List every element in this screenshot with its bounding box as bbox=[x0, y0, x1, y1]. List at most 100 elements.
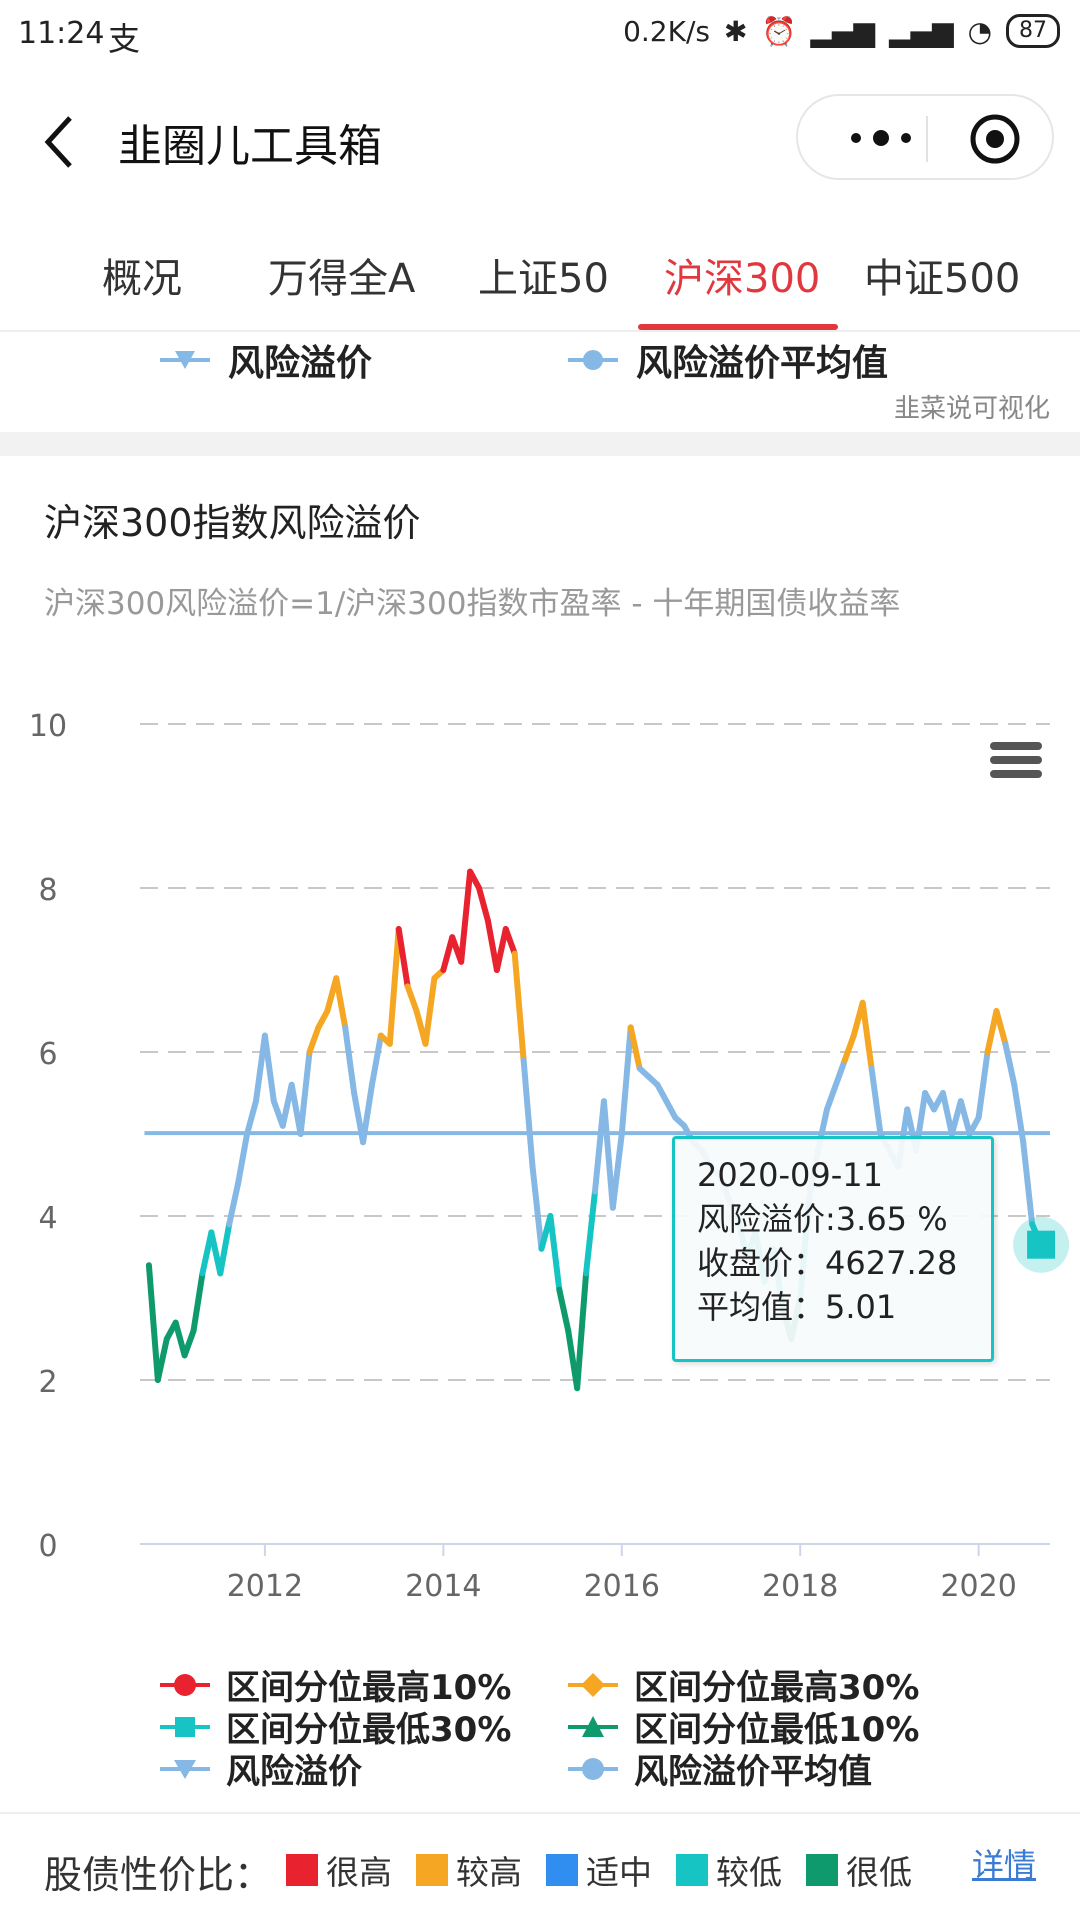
series-segment bbox=[832, 1057, 848, 1088]
hover-marker bbox=[1027, 1230, 1056, 1259]
value-level-item: 很低 bbox=[806, 1846, 912, 1894]
series-segment bbox=[574, 1270, 590, 1392]
more-icon[interactable] bbox=[836, 116, 926, 160]
legend-premium-avg[interactable]: 风险溢价平均值 bbox=[568, 334, 888, 386]
x-tick-label: 2018 bbox=[762, 1569, 838, 1604]
color-swatch bbox=[676, 1854, 708, 1886]
capsule-divider bbox=[926, 116, 928, 162]
series-segment bbox=[1020, 1139, 1036, 1228]
series-segment bbox=[360, 1081, 375, 1146]
chart-card-title: 沪深300指数风险溢价 bbox=[44, 501, 421, 545]
legend-top30[interactable]: 区间分位最高30% bbox=[568, 1660, 919, 1709]
legend-premium-series[interactable]: 风险溢价 bbox=[160, 1744, 362, 1793]
series-segment bbox=[458, 868, 474, 965]
legend-bottom30[interactable]: 区间分位最低30% bbox=[160, 1702, 511, 1751]
series-segment bbox=[145, 1262, 161, 1383]
series-segment bbox=[368, 1032, 384, 1088]
bluetooth-icon: ✱ bbox=[724, 14, 748, 48]
series-segment bbox=[386, 926, 402, 1047]
series-segment bbox=[261, 1032, 277, 1105]
series-segment bbox=[342, 1024, 358, 1096]
series-segment bbox=[154, 1336, 170, 1383]
series-segment bbox=[957, 1098, 973, 1137]
series-segment bbox=[939, 1090, 955, 1137]
series-segment bbox=[868, 1065, 884, 1137]
series-segment bbox=[181, 1327, 197, 1359]
section-divider bbox=[0, 432, 1080, 456]
value-level-label: 很高 bbox=[326, 1853, 392, 1892]
details-link[interactable]: 详情 bbox=[971, 1846, 1036, 1884]
series-segment bbox=[654, 1081, 670, 1105]
tooltip-close: 收盘价：4627.28 bbox=[697, 1244, 958, 1282]
series-segment bbox=[422, 975, 438, 1047]
green-triangle-marker-icon bbox=[568, 1715, 618, 1737]
legend-average-series[interactable]: 风险溢价平均值 bbox=[568, 1744, 872, 1793]
series-segment bbox=[440, 934, 456, 973]
back-arrow-icon[interactable] bbox=[40, 112, 80, 172]
status-bar: 11:24 支 0.2K/s ✱ ⏰ ▂▄▆ ▂▄▆ ◔ 87 bbox=[0, 0, 1080, 72]
previous-chart-legend: 风险溢价 风险溢价平均值 韭菜说可视化 bbox=[0, 332, 1080, 432]
series-segment bbox=[993, 1008, 1009, 1047]
legend-label: 区间分位最低30% bbox=[226, 1710, 512, 1750]
nav-bar: 韭圈儿工具箱 bbox=[0, 72, 1080, 202]
series-segment bbox=[600, 1098, 616, 1211]
status-icons: 0.2K/s ✱ ⏰ ▂▄▆ ▂▄▆ ◔ 87 bbox=[623, 14, 1060, 48]
tab-overview[interactable]: 概况 bbox=[102, 256, 182, 302]
close-miniapp-icon[interactable] bbox=[968, 112, 1022, 166]
net-speed: 0.2K/s bbox=[623, 14, 710, 48]
series-segment bbox=[244, 1098, 259, 1137]
x-tick-label: 2020 bbox=[940, 1569, 1016, 1604]
active-tab-indicator bbox=[638, 324, 838, 330]
series-segment bbox=[547, 1213, 563, 1293]
credit-text: 韭菜说可视化 bbox=[893, 394, 1050, 424]
circle-marker-icon bbox=[568, 350, 618, 370]
series-segment bbox=[306, 1024, 322, 1055]
legend-label: 区间分位最高10% bbox=[226, 1668, 512, 1708]
tooltip-average: 平均值：5.01 bbox=[697, 1288, 897, 1326]
series-segment bbox=[966, 1114, 982, 1137]
x-tick-label: 2012 bbox=[227, 1569, 303, 1604]
red-circle-marker-icon bbox=[160, 1673, 210, 1696]
series-segment bbox=[315, 1008, 331, 1031]
page-title: 韭圈儿工具箱 bbox=[118, 121, 382, 172]
status-time: 11:24 bbox=[18, 16, 105, 51]
series-segment bbox=[333, 975, 349, 1031]
color-swatch bbox=[416, 1854, 448, 1886]
tab-wind-all-a[interactable]: 万得全A bbox=[268, 256, 416, 302]
chart-menu-icon bbox=[990, 770, 1042, 778]
series-segment bbox=[235, 1131, 251, 1187]
value-level-item: 很高 bbox=[286, 1846, 392, 1894]
legend-label: 风险溢价平均值 bbox=[636, 343, 889, 384]
teal-square-marker-icon bbox=[160, 1716, 210, 1737]
legend-label: 区间分位最高30% bbox=[634, 1668, 920, 1708]
x-tick-label: 2016 bbox=[584, 1569, 660, 1604]
legend-premium[interactable]: 风险溢价 bbox=[160, 334, 372, 386]
chart-card-subtitle: 沪深300风险溢价=1/沪深300指数市盈率 - 十年期国债收益率 bbox=[44, 586, 901, 622]
series-segment bbox=[404, 983, 420, 1014]
legend-label: 风险溢价 bbox=[228, 343, 373, 384]
series-segment bbox=[476, 885, 491, 924]
series-segment bbox=[172, 1319, 188, 1359]
tab-csi500[interactable]: 中证500 bbox=[864, 256, 1021, 302]
alipay-icon: 支 bbox=[108, 20, 141, 58]
footer-label: 股债性价比： bbox=[44, 1853, 273, 1897]
tab-sse50[interactable]: 上证50 bbox=[478, 256, 609, 302]
value-level-label: 很低 bbox=[846, 1853, 912, 1892]
legend-label: 风险溢价平均值 bbox=[634, 1752, 872, 1792]
y-tick-label: 10 bbox=[29, 709, 67, 744]
value-footer: 股债性价比： 很高 较高 适中 较低 很低 详情 bbox=[0, 1812, 1080, 1920]
tab-csi300[interactable]: 沪深300 bbox=[664, 256, 821, 302]
value-levels: 很高 较高 适中 较低 很低 bbox=[286, 1846, 924, 1894]
series-segment bbox=[297, 1049, 313, 1137]
chart-tooltip: 2020-09-11 风险溢价:3.65 % 收盘价：4627.28 平均值：5… bbox=[672, 1136, 994, 1362]
legend-label: 风险溢价 bbox=[226, 1752, 362, 1792]
y-tick-label: 2 bbox=[38, 1365, 57, 1400]
y-tick-label: 0 bbox=[38, 1529, 57, 1564]
series-segment bbox=[556, 1286, 572, 1334]
legend-bottom10[interactable]: 区间分位最低10% bbox=[568, 1702, 919, 1751]
chart-menu-icon bbox=[990, 742, 1042, 750]
value-level-label: 适中 bbox=[586, 1853, 652, 1892]
series-segment bbox=[520, 1057, 536, 1170]
series-segment bbox=[217, 1221, 233, 1277]
legend-top10[interactable]: 区间分位最高10% bbox=[160, 1660, 511, 1709]
